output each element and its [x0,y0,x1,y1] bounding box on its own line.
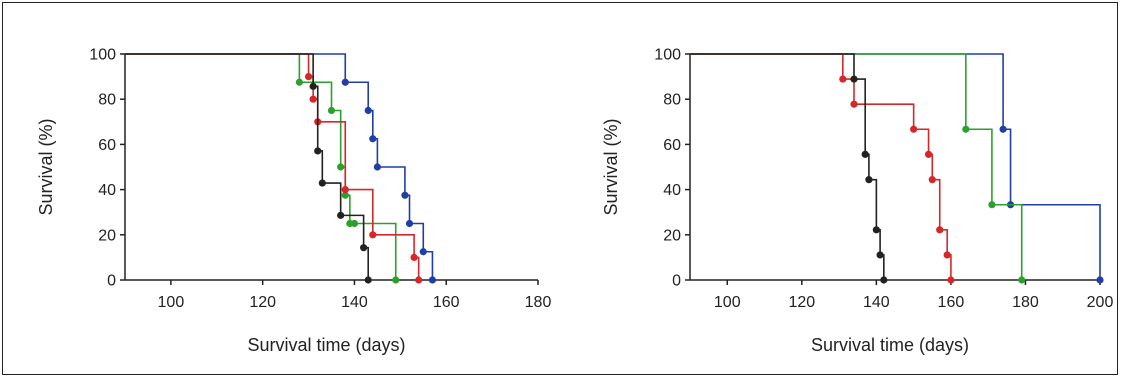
y-tick-label: 80 [98,92,116,109]
series-line [125,53,434,280]
x-tick-label: 100 [714,294,741,311]
y-tick-label: 100 [89,47,116,64]
event-point [304,73,313,81]
x-tick-label: 200 [1087,294,1114,311]
event-point [924,150,933,158]
event-point [314,147,322,155]
event-point [1018,276,1026,284]
y-tick-label: 100 [654,47,681,64]
event-point [341,186,349,194]
event-point [419,248,427,256]
y-tick-label: 0 [672,273,681,290]
y-tick-label: 60 [98,137,116,154]
event-point [318,179,326,187]
event-point [872,226,880,234]
chart-panel-2: 0 20 40 60 80 100 100 120 140 160 180 200 Survival t… [601,47,1113,356]
event-point [337,211,345,219]
event-point [327,106,336,115]
event-point [364,106,372,115]
chart-panel-1: 0 20 40 60 80 100 100 120 140 160 180 Survival time… [36,47,551,356]
event-point [405,219,414,228]
x-axis-title: Survival time (days) [811,335,969,355]
y-tick-label: 40 [663,182,681,199]
event-point [876,251,884,259]
y-tick-label: 20 [98,227,116,244]
series-line [690,53,1023,280]
x-tick-label: 120 [788,294,815,311]
event-point [880,276,888,284]
event-point [928,176,936,184]
event-point [936,226,944,234]
event-point [369,231,377,239]
event-point [865,176,873,184]
event-point [364,276,372,284]
event-point [337,163,345,171]
event-point [415,276,423,284]
event-point [1096,276,1104,284]
event-point [850,100,858,108]
series-line [125,53,397,280]
series-line [690,53,952,280]
event-point [943,251,951,259]
y-tick-label: 0 [107,273,116,290]
x-tick-label: 160 [433,294,460,311]
event-point [947,276,955,284]
x-tick-label: 100 [158,294,185,311]
event-point [410,253,418,261]
y-tick-label: 80 [663,92,681,109]
event-point [401,191,409,199]
x-tick-label: 140 [341,294,368,311]
y-axis-title: Survival (%) [601,118,621,215]
event-point [988,201,996,209]
x-tick-label: 180 [1012,294,1039,311]
y-axis-title: Survival (%) [36,118,56,215]
x-tick-label: 160 [938,294,965,311]
event-point [309,82,317,90]
y-tick-label: 60 [663,137,681,154]
event-point [341,191,349,199]
series-line [690,53,1101,280]
y-tick-label: 20 [663,227,681,244]
event-point [341,78,349,86]
x-tick-label: 120 [249,294,276,311]
event-point [360,244,368,252]
event-point [839,75,847,83]
y-tick-label: 40 [98,182,116,199]
event-point [861,150,869,158]
x-tick-label: 180 [525,294,552,311]
event-point [850,75,858,83]
event-point [910,125,918,133]
event-point [962,125,970,133]
event-point [392,276,400,284]
event-point [309,95,317,103]
event-point [373,163,381,171]
x-axis-title: Survival time (days) [247,335,405,355]
event-point [999,125,1007,133]
event-point [295,78,303,86]
event-point [350,219,359,228]
x-tick-label: 140 [863,294,890,311]
event-point [428,276,437,284]
event-point [369,135,377,143]
